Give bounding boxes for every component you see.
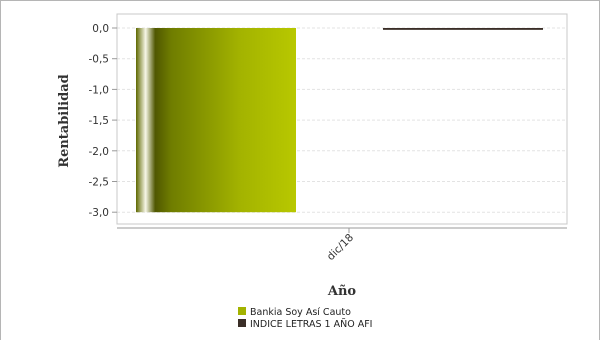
- y-axis-title: Rentabilidad: [57, 74, 72, 167]
- y-tick-label: -1,0: [89, 84, 110, 96]
- y-tick-label: -2,5: [89, 177, 110, 189]
- y-tick-label: -2,0: [89, 146, 110, 158]
- axes: [112, 13, 568, 233]
- y-tick-label: -3,0: [89, 207, 110, 219]
- y-tick-label: -0,5: [89, 54, 110, 66]
- frame-border-left: [0, 0, 1, 340]
- x-axis-title: Año: [327, 284, 357, 299]
- frame-border-top: [0, 0, 600, 1]
- bar-bankia-soy-asi-cauto: [136, 28, 296, 213]
- legend-label: Bankia Soy Así Cauto: [250, 307, 351, 318]
- y-tick-label: -1,5: [89, 115, 110, 127]
- x-tick-label: dic/18: [325, 232, 356, 263]
- y-tick-label: 0,0: [92, 23, 109, 35]
- legend-label: INDICE LETRAS 1 AÑO AFI: [250, 319, 372, 330]
- plot-area: [116, 13, 568, 225]
- legend-swatch: [238, 307, 246, 315]
- bar-indice-letras-1-ano-afi: [383, 28, 543, 30]
- bars: [136, 28, 543, 213]
- legend-swatch: [238, 319, 246, 327]
